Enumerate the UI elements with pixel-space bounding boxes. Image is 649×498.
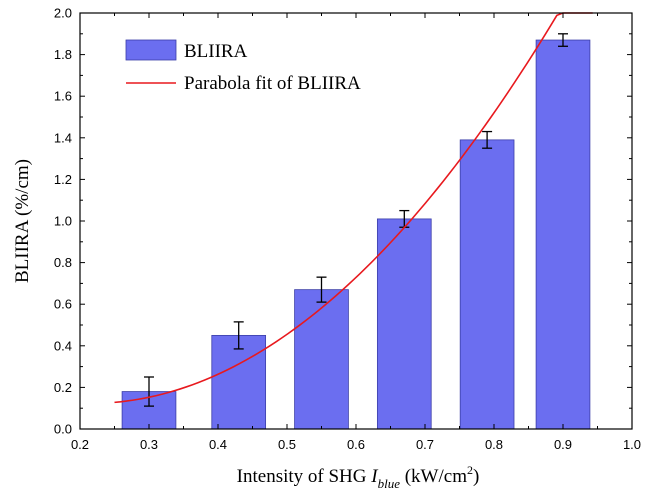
y-tick-label: 0.8 bbox=[54, 255, 72, 270]
error-bar bbox=[316, 276, 327, 303]
x-axis-title-symbol: I bbox=[370, 466, 379, 487]
fit-line bbox=[114, 12, 593, 404]
bar bbox=[535, 39, 591, 430]
legend-swatch-bars bbox=[125, 39, 177, 61]
x-tick-label: 0.7 bbox=[416, 437, 434, 452]
x-tick-label: 0.3 bbox=[140, 437, 158, 452]
error-bar bbox=[482, 130, 493, 149]
x-tick-label: 0.5 bbox=[278, 437, 296, 452]
legend-label-fit: Parabola fit of BLIIRA bbox=[184, 73, 361, 94]
bar bbox=[294, 289, 349, 430]
legend-label-bars: BLIIRA bbox=[184, 41, 248, 62]
x-tick-label: 1.0 bbox=[623, 437, 641, 452]
bar bbox=[376, 218, 432, 430]
x-tick-label: 0.4 bbox=[209, 437, 227, 452]
error-bar bbox=[558, 33, 568, 47]
y-axis-title: BLIIRA (%/cm) bbox=[12, 159, 33, 283]
y-tick-label: 1.4 bbox=[54, 130, 72, 145]
x-axis-title-subscript: blue bbox=[378, 476, 401, 491]
x-axis-title-unit-close: ) bbox=[473, 466, 479, 487]
y-tick-label: 0.2 bbox=[54, 380, 72, 395]
y-tick-label: 2.0 bbox=[54, 6, 72, 21]
y-tick-label: 1.8 bbox=[54, 47, 72, 62]
legend: BLIIRA Parabola fit of BLIIRA bbox=[125, 39, 361, 94]
y-tick-label: 1.6 bbox=[54, 89, 72, 104]
x-axis-title-prefix: Intensity of SHG bbox=[237, 466, 372, 487]
error-bar bbox=[144, 376, 154, 407]
y-tick-label: 1.0 bbox=[54, 214, 72, 229]
x-tick-label: 0.8 bbox=[485, 437, 503, 452]
x-axis-title-unit: (kW/cm bbox=[400, 466, 467, 487]
x-axis-title-superscript: 2 bbox=[467, 463, 473, 477]
error-bar bbox=[233, 321, 244, 350]
x-tick-label: 0.2 bbox=[71, 437, 89, 452]
axes: 0.2 0.3 0.4 0.5 0.6 0.7 0.8 0.9 1.00.00.20.40.60… bbox=[54, 6, 641, 453]
plot-content bbox=[114, 12, 593, 430]
x-tick-label: 0.9 bbox=[554, 437, 572, 452]
bar bbox=[211, 334, 267, 430]
x-axis-title: Intensity of SHG Iblue (kW/cm2) bbox=[237, 463, 480, 491]
x-tick-label: 0.6 bbox=[347, 437, 365, 452]
y-tick-label: 0.4 bbox=[54, 338, 72, 353]
bar bbox=[459, 139, 515, 430]
y-tick-label: 0.6 bbox=[54, 297, 72, 312]
y-tick-label: 1.2 bbox=[54, 172, 72, 187]
y-tick-label: 0.0 bbox=[54, 422, 72, 437]
